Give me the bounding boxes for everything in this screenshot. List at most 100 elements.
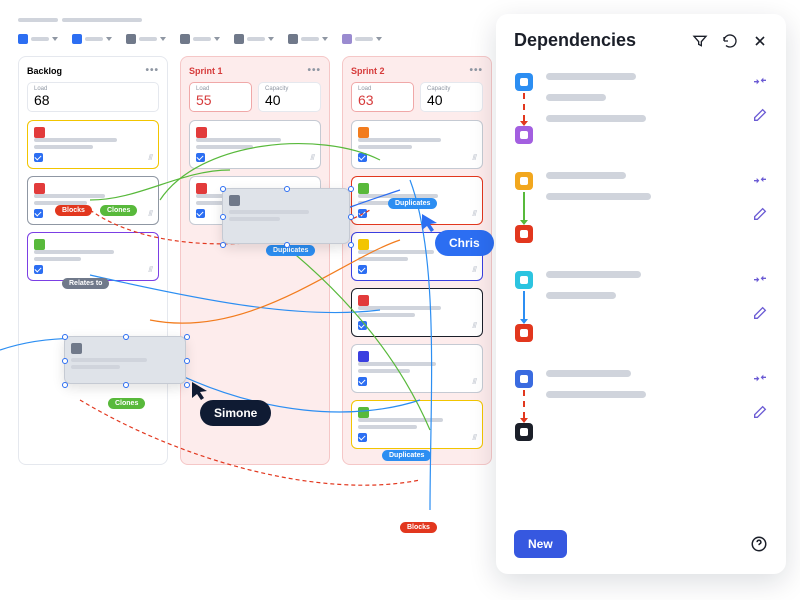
dependency-item[interactable] [546,193,740,200]
task-card[interactable]: /// [189,120,321,169]
dragging-card[interactable] [222,188,350,244]
metric-value: 40 [265,92,314,108]
chevron-down-icon [106,37,112,41]
dependency-group [514,370,768,441]
link-icon[interactable] [752,172,768,188]
priority-swatch [34,239,45,250]
metric-box: Capacity40 [420,82,483,112]
task-card[interactable]: /// [351,400,483,449]
relationship-pill: Blocks [400,522,437,533]
drag-handle-icon[interactable]: /// [310,153,314,162]
task-card[interactable]: /// [351,288,483,337]
filter-icon[interactable] [692,33,708,49]
drag-handle-icon[interactable]: /// [472,377,476,386]
check-icon [196,153,205,162]
drag-handle-icon[interactable]: /// [472,321,476,330]
collaborator-cursor [190,380,210,402]
refresh-icon[interactable] [722,33,738,49]
relationship-pill: Duplicates [382,450,431,461]
link-icon[interactable] [752,370,768,386]
priority-swatch [358,407,369,418]
toolbar-tool[interactable] [288,34,328,44]
metric-box: Capacity40 [258,82,321,112]
dependency-group [514,172,768,243]
drag-handle-icon[interactable]: /// [472,153,476,162]
help-icon[interactable] [750,535,768,553]
column-title: Sprint 1 [189,66,223,76]
chevron-down-icon [268,37,274,41]
metric-box: Load55 [189,82,252,112]
check-icon [358,433,367,442]
drag-handle-icon[interactable]: /// [472,433,476,442]
relationship-pill: Duplicates [266,245,315,256]
new-button[interactable]: New [514,530,567,558]
priority-swatch [358,295,369,306]
dependency-item[interactable] [546,94,740,101]
metric-value: 55 [196,92,245,108]
priority-swatch [358,239,369,250]
toolbar-tool[interactable] [180,34,220,44]
task-card[interactable]: /// [27,232,159,281]
task-card[interactable]: /// [27,176,159,225]
dragging-card[interactable] [64,336,186,384]
priority-swatch [34,127,45,138]
dependency-group [514,271,768,342]
task-card[interactable]: /// [351,120,483,169]
more-icon[interactable]: ••• [469,65,483,76]
check-icon [34,265,43,274]
drag-handle-icon[interactable]: /// [148,265,152,274]
board-column: Backlog•••Load68///////// [18,56,168,465]
toolbar-tool[interactable] [72,34,112,44]
task-card[interactable]: /// [27,120,159,169]
drag-handle-icon[interactable]: /// [148,209,152,218]
metric-value: 63 [358,92,407,108]
panel-title: Dependencies [514,30,636,51]
dependency-item[interactable] [546,271,740,278]
dependency-node-icon [515,370,533,388]
metric-box: Load63 [351,82,414,112]
dependencies-panel: Dependencies New [496,14,786,574]
dependency-item[interactable] [546,172,740,179]
toolbar-tool[interactable] [234,34,274,44]
edit-icon[interactable] [752,107,768,123]
drag-handle-icon[interactable]: /// [472,209,476,218]
column-title: Backlog [27,66,62,76]
more-icon[interactable]: ••• [307,65,321,76]
priority-swatch [358,351,369,362]
collaborator-label: Chris [435,230,494,256]
dependency-item[interactable] [546,115,740,122]
link-icon[interactable] [752,271,768,287]
priority-swatch [196,183,207,194]
dependency-item[interactable] [546,391,740,398]
chevron-down-icon [160,37,166,41]
relationship-pill: Clones [100,205,137,216]
toolbar-tool[interactable] [342,34,382,44]
link-icon[interactable] [752,73,768,89]
close-icon[interactable] [752,33,768,49]
dependency-node-icon [515,423,533,441]
check-icon [358,209,367,218]
dependency-item[interactable] [546,370,740,377]
arrow-down-icon [523,192,525,220]
chevron-down-icon [214,37,220,41]
tool-icon [18,34,28,44]
collaborator-cursor [420,212,440,234]
column-title: Sprint 2 [351,66,385,76]
task-card[interactable]: /// [351,344,483,393]
drag-handle-icon[interactable]: /// [472,265,476,274]
drag-handle-icon[interactable]: /// [148,153,152,162]
check-icon [34,209,43,218]
more-icon[interactable]: ••• [145,65,159,76]
dependency-item[interactable] [546,73,740,80]
edit-icon[interactable] [752,404,768,420]
toolbar-tool[interactable] [126,34,166,44]
check-icon [196,209,205,218]
chevron-down-icon [376,37,382,41]
dependency-item[interactable] [546,292,740,299]
priority-swatch [358,127,369,138]
edit-icon[interactable] [752,305,768,321]
panel-header: Dependencies [514,30,768,51]
dependency-list [514,73,768,530]
toolbar-tool[interactable] [18,34,58,44]
edit-icon[interactable] [752,206,768,222]
